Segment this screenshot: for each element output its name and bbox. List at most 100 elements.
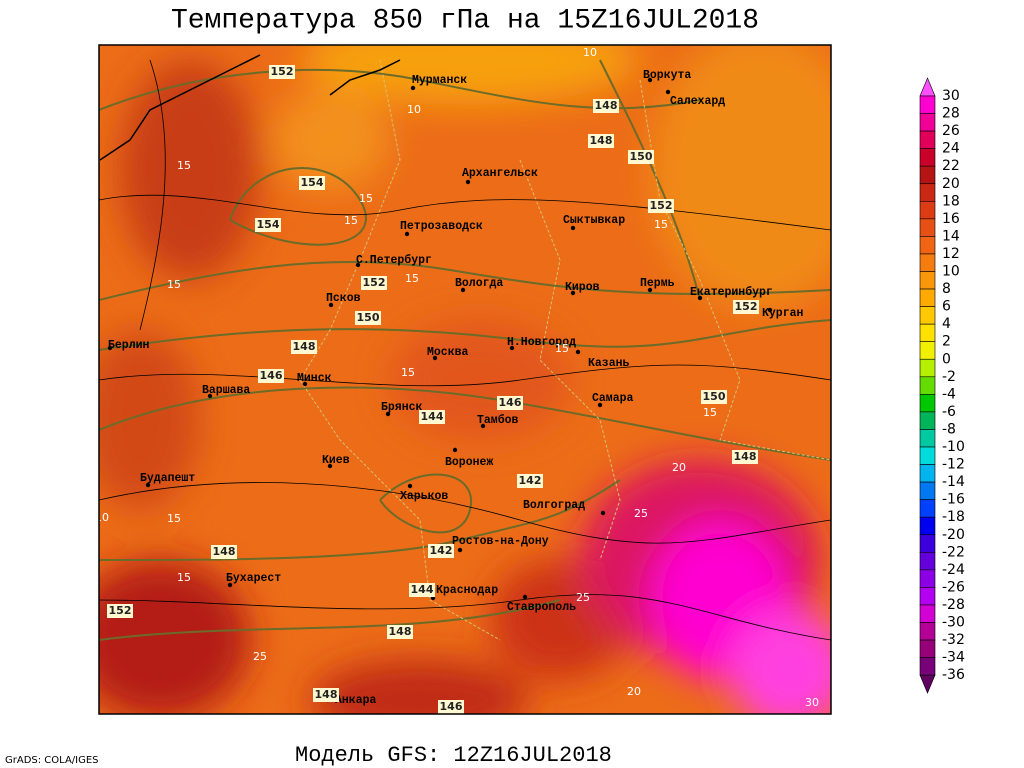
colorbar-segment bbox=[919, 587, 936, 606]
height-label: 144 bbox=[411, 583, 434, 596]
colorbar-segment bbox=[919, 499, 936, 518]
colorbar-label: 0 bbox=[942, 351, 951, 367]
colorbar-segment bbox=[919, 148, 936, 167]
colorbar-label: -30 bbox=[942, 615, 965, 631]
height-label-box bbox=[258, 369, 284, 383]
colorbar-label: 28 bbox=[942, 106, 960, 122]
city-label: Архангельск bbox=[462, 167, 538, 180]
temperature-label: 20 bbox=[627, 685, 641, 698]
colorbar-segment bbox=[919, 551, 936, 571]
colorbar-label: -12 bbox=[942, 457, 965, 473]
city-dot bbox=[227, 582, 233, 588]
height-label: 152 bbox=[650, 199, 673, 212]
height-label: 146 bbox=[260, 369, 283, 382]
colorbar-segment bbox=[919, 569, 936, 588]
coastline bbox=[99, 54, 401, 161]
city-label: Харьков bbox=[400, 490, 448, 503]
height-label: 148 bbox=[293, 340, 316, 353]
height-label-box bbox=[517, 474, 543, 488]
city-dot bbox=[432, 355, 438, 361]
city-dot bbox=[480, 423, 486, 429]
height-label: 148 bbox=[315, 688, 338, 701]
colorbar-label: 6 bbox=[942, 299, 951, 315]
colorbar-segment bbox=[919, 183, 936, 202]
colorbar-segment bbox=[919, 516, 936, 536]
height-label: 146 bbox=[499, 396, 522, 409]
colorbar-label: -22 bbox=[942, 544, 965, 560]
temperature-label: 15 bbox=[167, 512, 181, 525]
colorbar-label: -26 bbox=[942, 579, 965, 595]
height-label-box bbox=[313, 688, 339, 702]
colorbar-label: 20 bbox=[942, 176, 960, 192]
temperature-label: 15 bbox=[703, 406, 717, 419]
temperature-label: 15 bbox=[555, 342, 569, 355]
colorbar-label: -2 bbox=[942, 369, 956, 385]
height-label-box bbox=[588, 134, 614, 148]
height-label-box bbox=[593, 99, 619, 113]
city-dot bbox=[465, 179, 471, 185]
colorbar-segment bbox=[919, 446, 936, 465]
city-label: Будапешт bbox=[140, 472, 195, 485]
height-label: 150 bbox=[357, 311, 380, 324]
colorbar-label: 10 bbox=[942, 264, 960, 280]
height-label: 148 bbox=[734, 450, 757, 463]
temperature-label: 15 bbox=[177, 571, 191, 584]
city-dot bbox=[385, 411, 391, 417]
colorbar-label: -14 bbox=[942, 474, 965, 490]
height-label-box bbox=[733, 300, 759, 314]
city-label: Бухарест bbox=[226, 572, 281, 585]
height-label: 142 bbox=[519, 474, 542, 487]
temperature-label: 25 bbox=[576, 591, 590, 604]
colorbar-segment bbox=[919, 113, 936, 132]
height-label-box bbox=[387, 625, 413, 639]
city-label: Салехард bbox=[670, 95, 725, 108]
city-label: Тамбов bbox=[477, 414, 519, 427]
city-dot bbox=[457, 547, 463, 553]
colorbar-label: -8 bbox=[942, 421, 956, 437]
colorbar-label: 8 bbox=[942, 281, 951, 297]
temperature-label: 10 bbox=[583, 46, 597, 59]
map-frame bbox=[98, 44, 832, 715]
temperature-label: 15 bbox=[167, 278, 181, 291]
city-label: Берлин bbox=[108, 339, 150, 352]
city-label: Екатеринбург bbox=[690, 286, 773, 299]
temperature-label: 20 bbox=[672, 461, 686, 474]
city-dot bbox=[145, 482, 151, 488]
city-label: Воркута bbox=[643, 69, 691, 82]
city-label: Ростов-на-Дону bbox=[452, 535, 549, 548]
temperature-label: 10 bbox=[407, 103, 421, 116]
height-label-box bbox=[269, 65, 295, 79]
colorbar-label: -24 bbox=[942, 562, 965, 578]
city-dot bbox=[697, 295, 703, 301]
temperature-field bbox=[99, 45, 831, 714]
height-label: 150 bbox=[630, 150, 653, 163]
colorbar-segment bbox=[919, 253, 936, 272]
colorbar-label: 4 bbox=[942, 316, 951, 332]
colorbar-segment bbox=[919, 394, 936, 413]
city-dot bbox=[407, 483, 413, 489]
colorbar-label: -10 bbox=[942, 439, 965, 455]
height-label: 148 bbox=[590, 134, 613, 147]
colorbar-segment bbox=[919, 622, 936, 641]
city-dot bbox=[107, 345, 113, 351]
colorbar-label: -18 bbox=[942, 509, 965, 525]
colorbar-segment bbox=[919, 236, 936, 255]
height-label: 148 bbox=[595, 99, 618, 112]
colorbar-segment bbox=[919, 323, 936, 342]
city-dot bbox=[328, 302, 334, 308]
colorbar-segment bbox=[919, 271, 936, 290]
city-label: Петрозаводск bbox=[400, 220, 483, 233]
temperature-label: 15 bbox=[401, 366, 415, 379]
colorbar-label: 26 bbox=[942, 123, 960, 139]
colorbar: 302826242220181614121086420-2-4-6-8-10-1… bbox=[919, 77, 965, 694]
height-label: 154 bbox=[257, 218, 280, 231]
colorbar-cap bbox=[919, 77, 936, 97]
colorbar-label: 14 bbox=[942, 228, 960, 244]
city-dot bbox=[647, 287, 653, 293]
map-labels: Мурманск Воркута Салехард Архангельск Петроз… bbox=[99, 46, 819, 714]
height-label-box bbox=[648, 199, 674, 213]
city-dot bbox=[647, 77, 653, 83]
colorbar-segment bbox=[919, 130, 936, 149]
city-label: Анкара bbox=[335, 694, 377, 707]
